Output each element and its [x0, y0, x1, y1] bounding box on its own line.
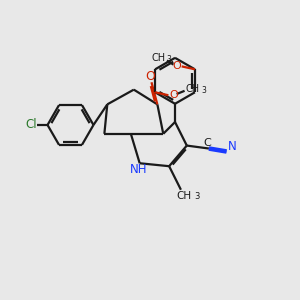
Text: O: O — [172, 61, 181, 71]
Text: Cl: Cl — [25, 118, 37, 131]
Text: O: O — [145, 70, 155, 83]
Text: CH: CH — [176, 191, 191, 201]
Text: NH: NH — [130, 163, 147, 176]
Text: CH: CH — [186, 84, 200, 94]
Text: C: C — [203, 138, 211, 148]
Text: N: N — [228, 140, 237, 153]
Text: O: O — [169, 90, 178, 100]
Text: 3: 3 — [194, 192, 200, 201]
Text: CH: CH — [152, 52, 166, 62]
Text: 3: 3 — [201, 86, 206, 95]
Text: 3: 3 — [167, 55, 172, 64]
